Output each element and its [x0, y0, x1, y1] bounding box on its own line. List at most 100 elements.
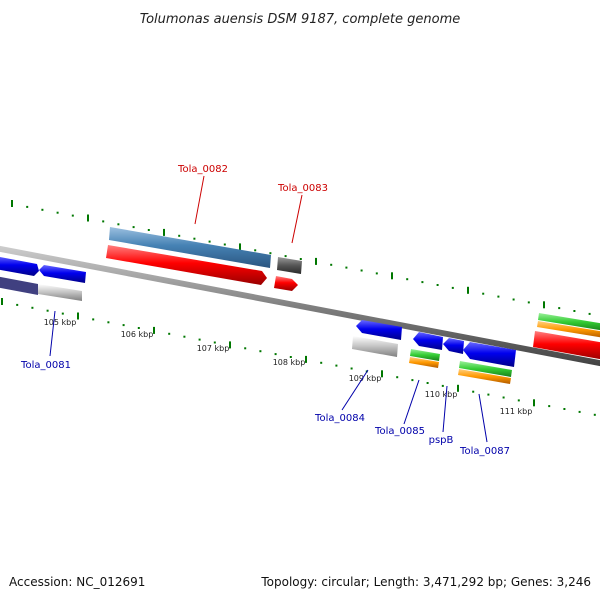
minor-tick: [46, 309, 49, 312]
major-tick: [305, 355, 307, 363]
gene-label[interactable]: Tola_0082: [177, 164, 228, 175]
minor-tick: [117, 223, 120, 226]
minor-tick: [375, 272, 378, 275]
lower-tick-track: [1, 298, 596, 416]
minor-tick: [482, 292, 485, 295]
minor-tick: [502, 396, 505, 399]
gene-arrow[interactable]: [463, 342, 516, 367]
minor-tick: [360, 269, 363, 272]
kbp-labels: 105 kbp 106 kbp 107 kbp 108 kbp 109 kbp …: [44, 318, 533, 416]
minor-tick: [350, 367, 353, 370]
minor-tick: [411, 379, 414, 382]
gene-label[interactable]: Tola_0085: [374, 426, 425, 437]
leader-line: [403, 379, 420, 425]
gene-arrow[interactable]: [0, 256, 39, 276]
cds-block[interactable]: [458, 369, 511, 384]
cds-block[interactable]: [459, 361, 512, 377]
upper-tick-track: [11, 200, 591, 315]
leader-line: [442, 385, 448, 433]
minor-tick: [593, 413, 596, 416]
minor-tick: [517, 399, 520, 402]
major-tick: [153, 326, 155, 334]
cds-block[interactable]: [537, 321, 600, 338]
minor-tick: [56, 211, 59, 214]
gene-arrow[interactable]: [39, 265, 86, 283]
minor-tick: [487, 393, 490, 396]
major-tick: [229, 341, 231, 349]
minor-tick: [451, 286, 454, 289]
major-tick: [543, 301, 545, 309]
tick-label: 105 kbp: [44, 318, 77, 327]
minor-tick: [527, 301, 530, 304]
genome-backbone: [0, 245, 600, 367]
minor-tick: [178, 234, 181, 237]
tick-label: 107 kbp: [197, 344, 230, 353]
leader-line: [194, 175, 205, 225]
minor-tick: [588, 312, 591, 315]
minor-tick: [512, 298, 515, 301]
minor-tick: [213, 341, 216, 344]
gene-label[interactable]: pspB: [429, 435, 454, 446]
minor-tick: [578, 410, 581, 413]
cds-block[interactable]: [38, 284, 82, 301]
minor-tick: [289, 356, 292, 358]
tick-label: 111 kbp: [500, 407, 533, 416]
minor-tick: [320, 361, 323, 364]
minor-tick: [472, 390, 475, 393]
genome-summary-text: Topology: circular; Length: 3,471,292 bp…: [260, 575, 591, 589]
major-tick: [533, 399, 535, 407]
leader-line: [478, 393, 488, 443]
gene-arrow[interactable]: [274, 276, 298, 291]
minor-tick: [441, 384, 444, 387]
gene-label[interactable]: Tola_0087: [459, 446, 510, 457]
cds-block[interactable]: [409, 357, 439, 368]
tick-label: 106 kbp: [121, 330, 154, 339]
major-tick: [239, 243, 241, 251]
minor-tick: [223, 243, 226, 246]
minor-tick: [16, 303, 19, 306]
minor-tick: [558, 307, 561, 310]
cds-block[interactable]: [277, 257, 302, 274]
minor-tick: [31, 306, 34, 309]
gene-label[interactable]: Tola_0084: [314, 413, 365, 424]
major-tick: [11, 200, 13, 207]
feature-layer: [0, 227, 600, 384]
minor-tick: [299, 258, 302, 260]
gene-labels: Tola_0081 Tola_0082 Tola_0083 Tola_0084 …: [20, 164, 510, 457]
minor-tick: [345, 266, 348, 269]
minor-tick: [436, 284, 439, 286]
minor-tick: [335, 364, 338, 367]
gene-arrow[interactable]: [106, 245, 267, 285]
cds-block[interactable]: [0, 276, 38, 295]
minor-tick: [26, 205, 29, 208]
minor-tick: [497, 295, 500, 298]
major-tick: [457, 384, 459, 392]
gene-label[interactable]: Tola_0081: [20, 360, 71, 371]
major-tick: [315, 257, 317, 265]
cds-block[interactable]: [538, 313, 600, 331]
minor-tick: [254, 249, 257, 252]
major-tick: [163, 228, 165, 236]
gene-arrow[interactable]: [356, 320, 402, 340]
map-title: Tolumonas auensis DSM 9187, complete gen…: [140, 12, 461, 27]
minor-tick: [168, 332, 171, 335]
gene-arrow[interactable]: [443, 338, 464, 354]
minor-tick: [421, 281, 424, 284]
cds-block[interactable]: [410, 349, 440, 361]
gene-arrow[interactable]: [533, 331, 600, 360]
minor-tick: [274, 353, 277, 356]
cds-block[interactable]: [109, 227, 271, 268]
minor-tick: [71, 214, 74, 217]
minor-tick: [193, 237, 196, 240]
major-tick: [1, 298, 3, 305]
minor-tick: [61, 312, 64, 315]
minor-tick: [208, 240, 211, 243]
cds-block[interactable]: [352, 336, 398, 357]
major-tick: [391, 272, 393, 280]
tick-label: 110 kbp: [425, 390, 458, 399]
minor-tick: [573, 310, 576, 312]
gene-label[interactable]: Tola_0083: [277, 183, 328, 194]
minor-tick: [269, 252, 272, 255]
gene-arrow[interactable]: [413, 332, 443, 350]
